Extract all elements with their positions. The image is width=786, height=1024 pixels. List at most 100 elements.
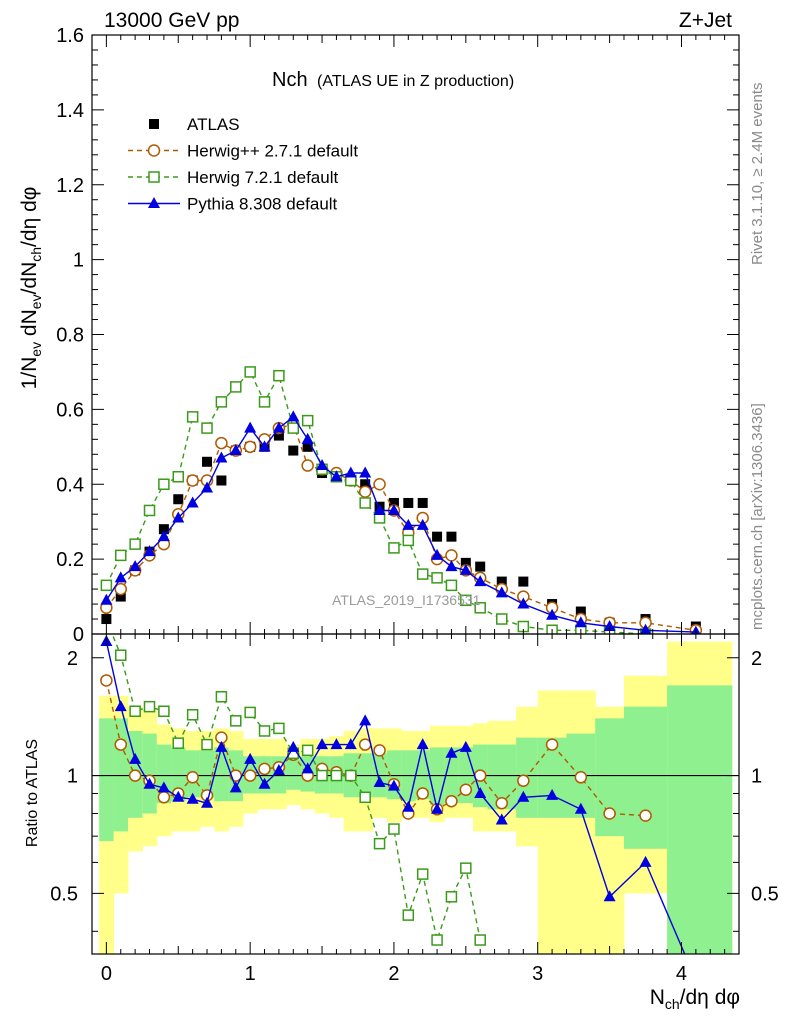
ratio-point — [416, 738, 429, 750]
y-tick-label: 0.4 — [56, 474, 84, 496]
data-point — [388, 542, 400, 554]
data-point — [215, 451, 228, 463]
data-point — [445, 549, 458, 562]
data-point — [301, 459, 314, 472]
ratio-point — [459, 740, 472, 752]
ratio-point — [517, 774, 530, 787]
ratio-point — [244, 706, 256, 719]
data-point — [402, 518, 415, 530]
x-tick-label: 1 — [245, 963, 256, 985]
data-point — [100, 579, 113, 592]
ratio-point — [157, 791, 171, 804]
ratio-point — [445, 794, 458, 808]
data-point — [373, 478, 386, 491]
ratio-point — [359, 714, 372, 726]
x-axis-label: Nch/dη dφ — [650, 986, 740, 1012]
y-tick-label: 0.2 — [56, 549, 84, 571]
data-point — [344, 466, 357, 478]
ratio-y-tick-label: 0.5 — [50, 883, 78, 905]
ratio-point — [186, 792, 199, 804]
data-point — [114, 582, 128, 596]
ratio-point — [359, 791, 371, 804]
ratio-point — [460, 862, 472, 874]
ratio-band-green — [537, 737, 567, 818]
legend: ATLAS Herwig++ 2.7.1 default Herwig 7.2.1 … — [128, 115, 358, 214]
data-point — [639, 623, 652, 634]
data-point — [459, 563, 472, 575]
data-point — [359, 466, 372, 478]
ratio-point — [143, 777, 156, 789]
data-point — [496, 613, 508, 625]
ratio-band-green — [667, 685, 733, 954]
header-right: Z+Jet — [679, 9, 732, 32]
ratio-point — [639, 809, 652, 822]
data-point — [288, 445, 299, 456]
x-tick-label: 3 — [532, 963, 543, 985]
ratio-point — [330, 738, 343, 750]
ratio-point — [373, 776, 386, 788]
ratio-point — [387, 779, 400, 791]
data-point — [114, 571, 127, 583]
axis-tick-labels: 00.20.40.60.811.21.41.60.5 0.51 12 20 1 2 3 4 — [50, 25, 779, 985]
ratio-point — [244, 752, 257, 764]
ratio-point — [495, 813, 508, 825]
legend-label: Herwig 7.2.1 default — [187, 168, 338, 187]
data-point — [273, 369, 285, 382]
data-point — [273, 430, 284, 441]
ratio-point — [358, 738, 372, 751]
data-point — [173, 494, 184, 505]
data-point — [403, 497, 414, 508]
ratio-point — [272, 764, 285, 776]
ratio-point — [373, 837, 386, 850]
plot-title: Nch (ATLAS UE in Z production) — [272, 69, 514, 91]
y-tick-label: 1.2 — [56, 175, 84, 197]
data-point — [574, 616, 587, 628]
data-point — [287, 422, 300, 434]
data-point — [129, 560, 142, 572]
data-point — [431, 548, 444, 560]
ratio-point — [474, 786, 487, 798]
data-point — [388, 497, 399, 508]
ratio-point — [157, 781, 170, 793]
ratio-point — [388, 823, 400, 835]
data-point — [302, 441, 313, 452]
data-point — [460, 557, 471, 568]
data-point — [157, 530, 170, 542]
data-point — [417, 497, 428, 508]
ratio-band-yellow — [537, 690, 567, 954]
data-point — [446, 531, 457, 542]
ratio-point — [143, 700, 156, 713]
y-tick-label: 1.4 — [56, 100, 84, 122]
data-point — [158, 524, 169, 535]
y-tick-label: 1.6 — [56, 25, 84, 47]
ratio-point — [100, 674, 113, 687]
data-point — [129, 538, 141, 550]
data-point — [202, 456, 213, 467]
ratio-point — [574, 771, 588, 784]
data-point — [158, 478, 170, 490]
data-point — [143, 504, 156, 517]
data-point — [186, 411, 199, 423]
data-point — [330, 470, 343, 482]
data-point — [230, 381, 242, 393]
ratio-point — [301, 762, 314, 774]
ratio-point — [402, 800, 415, 812]
data-point — [445, 579, 458, 592]
ratio-band-green — [99, 718, 115, 842]
ratio-point — [172, 790, 185, 802]
ratio-point — [229, 781, 242, 793]
plot-title-sub: (ATLAS UE in Z production) — [317, 73, 514, 90]
data-point — [172, 511, 185, 523]
data-point — [258, 440, 271, 452]
legend-marker — [147, 144, 161, 157]
ratio-point — [345, 769, 357, 782]
ratio-y-tick-label: 2 — [67, 648, 78, 670]
legend-entry: ATLAS — [149, 115, 240, 134]
ratio-point — [546, 788, 559, 800]
axis-ticks — [92, 34, 739, 954]
ratio-point — [128, 769, 142, 782]
data-point — [243, 440, 257, 454]
data-point — [603, 620, 616, 632]
ratio-point — [287, 740, 300, 752]
